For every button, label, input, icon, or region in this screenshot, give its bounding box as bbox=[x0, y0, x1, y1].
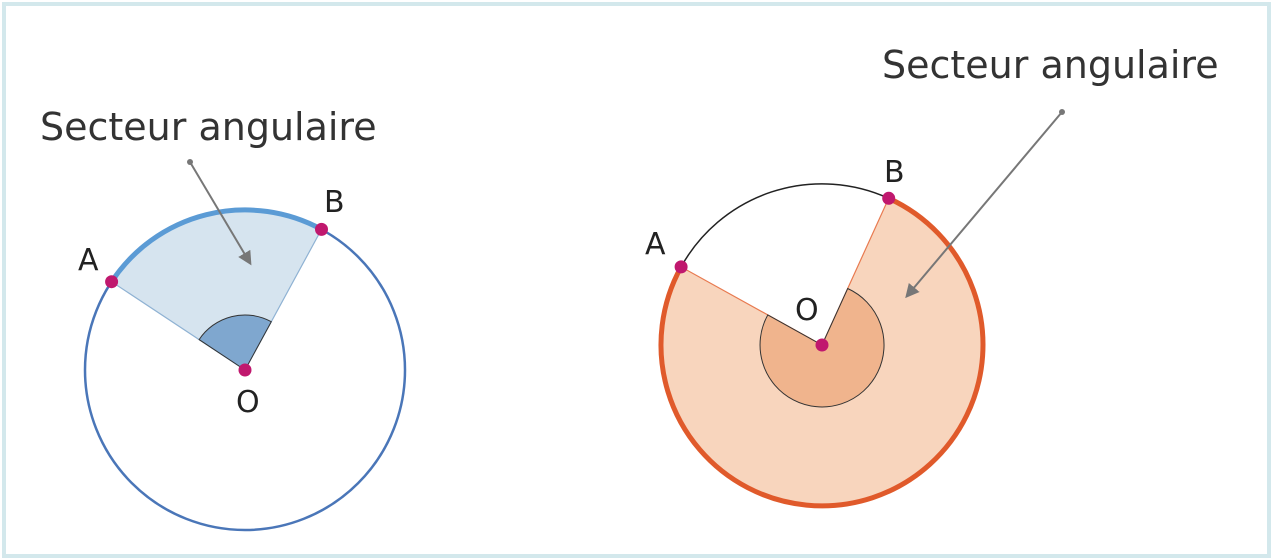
point bbox=[315, 222, 328, 236]
arc bbox=[109, 207, 323, 284]
angle bbox=[198, 314, 272, 371]
arc bbox=[658, 196, 986, 509]
point-label: O bbox=[795, 293, 819, 328]
point bbox=[815, 338, 829, 352]
arrow-tail bbox=[187, 159, 193, 165]
point bbox=[882, 191, 896, 205]
figure-right: Secteur angulaire A B O bbox=[645, 43, 1219, 509]
arrow bbox=[189, 161, 252, 266]
point-label: A bbox=[78, 243, 99, 278]
figure-left: Secteur angulaire A B O bbox=[40, 105, 407, 532]
point-label: O bbox=[236, 385, 260, 420]
arrow-tail bbox=[1059, 109, 1065, 115]
point-label: A bbox=[645, 227, 666, 262]
minor-arc bbox=[680, 183, 890, 268]
point-label: B bbox=[324, 185, 345, 220]
arrow bbox=[905, 111, 1063, 299]
caption: Secteur angulaire bbox=[882, 43, 1219, 87]
point bbox=[105, 275, 119, 289]
caption: Secteur angulaire bbox=[40, 105, 377, 149]
point bbox=[674, 260, 688, 274]
point bbox=[238, 363, 252, 377]
point-label: B bbox=[884, 155, 905, 190]
